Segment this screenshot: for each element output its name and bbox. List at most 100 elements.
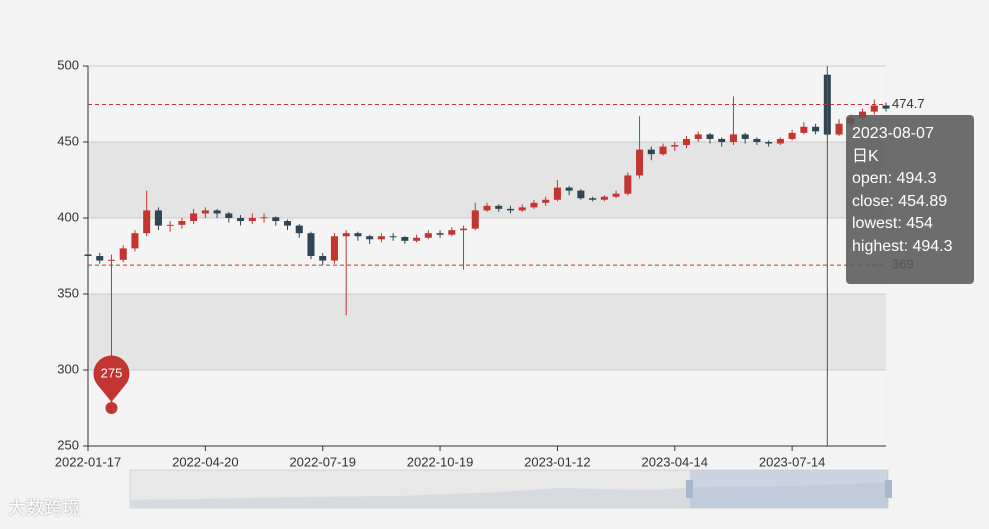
watermark: 大数跨境 [8,498,80,519]
candle-body [518,207,526,211]
candle-body [330,236,338,261]
plot-background [88,66,886,446]
mark-point-label: 275 [101,365,123,380]
x-tick-label: 2022-07-19 [289,454,356,469]
candle-body [812,126,820,132]
candle-body [471,210,479,229]
tooltip: 2023-08-07 日K open: 494.3 close: 454.89 … [846,115,974,284]
candle-body [143,210,151,234]
y-tick-label: 450 [57,133,79,148]
candle-body [377,236,385,240]
candle-body [553,187,561,200]
candle-body [225,213,233,218]
candle-body [354,233,362,237]
candle-body [753,138,761,142]
candle-body [859,111,867,118]
candle-body [671,145,679,147]
candle-body [612,193,620,197]
candle-body [624,175,632,194]
candle-body [800,126,808,133]
tooltip-title: 2023-08-07 [852,125,934,142]
candle-body [84,254,92,256]
split-area [88,218,886,294]
candle-body [589,198,597,200]
candle-body [283,221,292,226]
y-tick-label: 500 [57,57,79,72]
candle-body [201,210,209,214]
candle-body [776,138,784,144]
x-tick-label: 2022-01-17 [55,454,122,469]
candle-body [178,221,186,225]
candle-body [718,138,726,142]
y-tick-label: 400 [57,209,79,224]
candle-body [870,105,878,112]
mark-line-label: 474.7 [892,96,925,111]
candle-body [260,217,268,219]
candle-body [565,187,573,191]
candle-body [307,233,315,256]
candle-body [213,210,221,214]
candle-body [190,213,198,222]
candle-body [682,138,691,146]
candle-body [530,202,538,208]
candle-body [495,205,503,209]
candle-body [401,237,409,241]
tooltip-line: close: 454.89 [852,192,948,210]
candle-body [107,259,115,261]
data-zoom-handle[interactable] [686,480,693,498]
tooltip-line: highest: 494.3 [852,237,953,255]
candle-body [366,236,374,240]
candle-body [882,105,890,109]
candle-body [295,225,303,234]
y-tick-label: 350 [57,285,79,300]
candle-body [237,218,245,222]
mark-point-dot [105,402,118,414]
split-area [88,370,886,446]
data-zoom-handle[interactable] [885,480,892,498]
candle-body [342,233,350,237]
candle-body [424,233,432,238]
tooltip-line: lowest: 454 [852,215,933,232]
candle-body [436,233,444,235]
data-zoom-preview [130,482,888,508]
candle-body [272,217,280,222]
x-tick-label: 2023-04-14 [642,454,709,469]
mark-point-pin [93,355,130,402]
candle-body [765,142,773,144]
candle-body [96,256,104,261]
candle-body [389,236,397,238]
candle-body [706,134,714,139]
candle-body [483,205,491,211]
candle-body [647,149,655,155]
x-tick-label: 2023-01-12 [524,454,591,469]
tooltip-series: 日K [852,147,879,165]
candle-body [460,228,468,231]
candle-body [131,233,139,249]
candle-body [835,123,843,135]
candle-body [788,132,796,139]
candle-body [166,224,174,226]
x-tick-label: 2023-07-14 [759,454,826,469]
data-zoom-window[interactable] [690,470,888,508]
candle-body [600,196,608,200]
candle-body [659,146,667,155]
candle-body [694,134,702,139]
tooltip-line: open: 494.3 [852,170,937,187]
candle-body [577,190,585,199]
x-tick-label: 2022-04-20 [172,454,239,469]
candle-body [506,208,514,211]
candle-body [248,218,256,222]
candle-body [729,134,737,142]
y-tick-label: 250 [57,437,79,452]
candle-body [542,199,550,203]
candle-body [154,210,162,226]
candle-body [119,248,127,260]
candle-body [319,256,327,261]
y-tick-label: 300 [57,361,79,376]
x-tick-label: 2022-10-19 [407,454,474,469]
candle-body [636,149,644,176]
candle-body [448,230,456,235]
candle-body [741,134,749,139]
